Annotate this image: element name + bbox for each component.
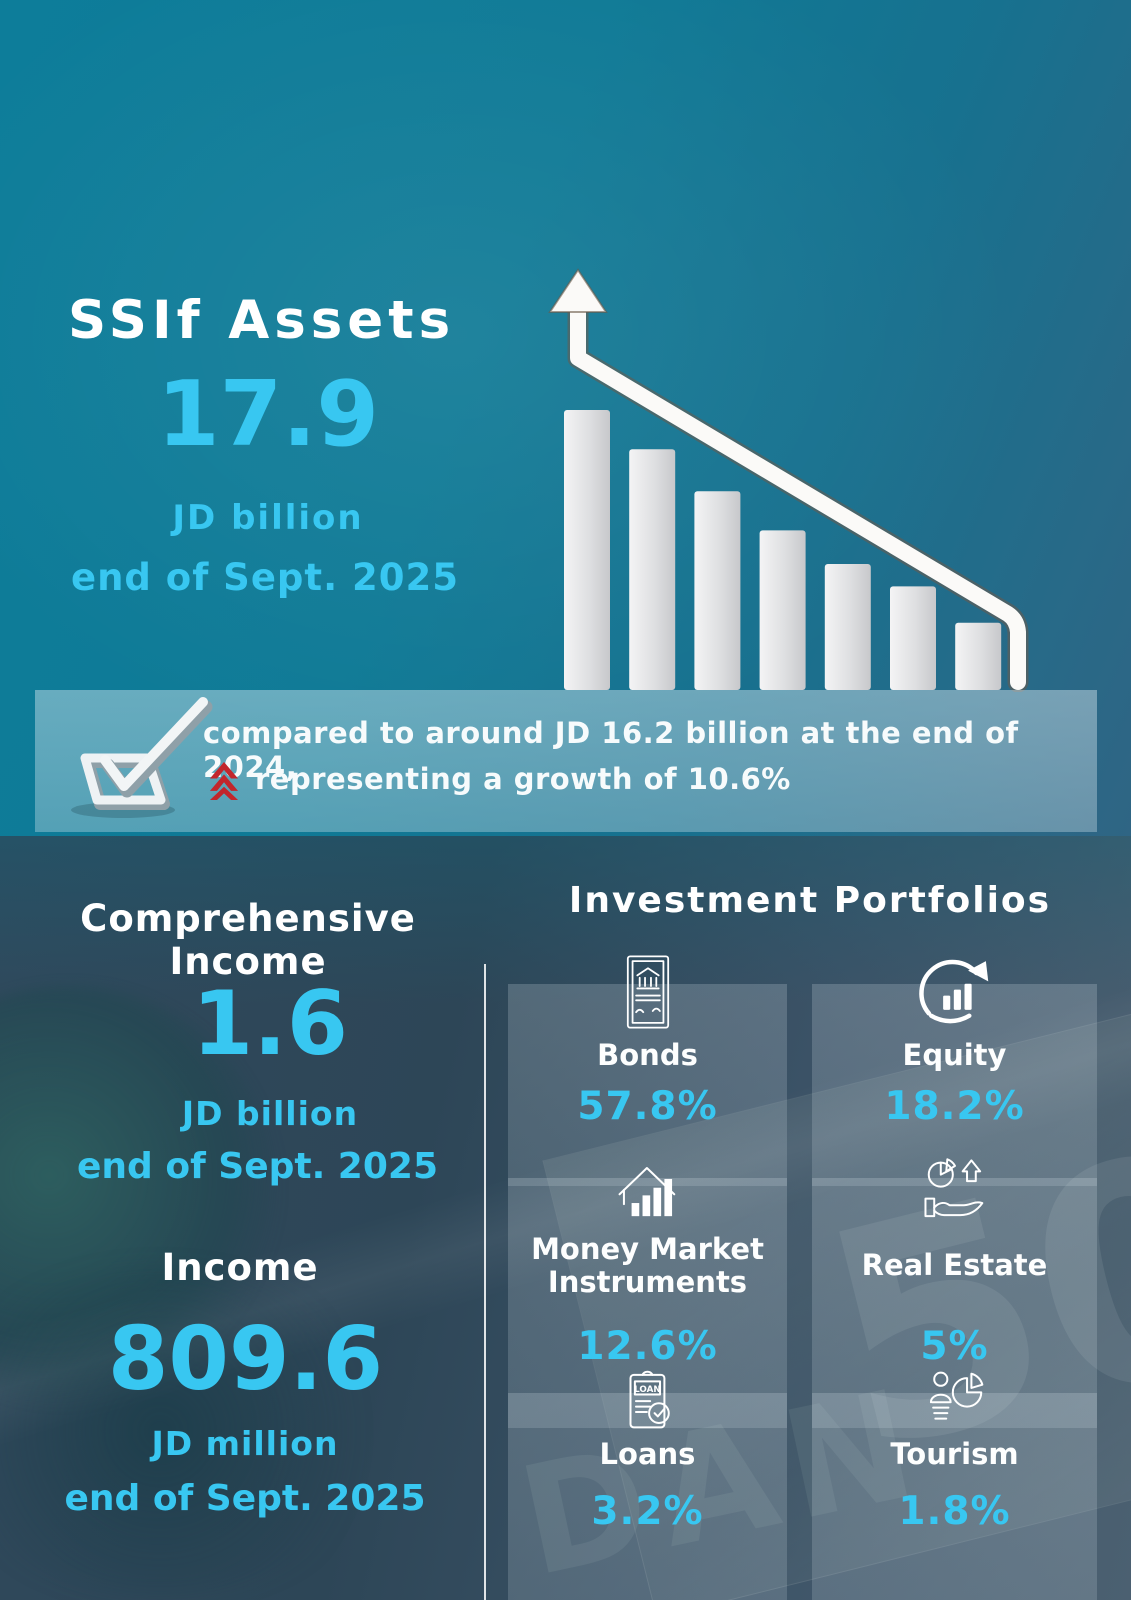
coins-photo-texture-2 <box>0 1266 400 1596</box>
portfolio-label-loans: Loans <box>599 1437 696 1472</box>
comparison-band: compared to around JD 16.2 billion at th… <box>35 690 1097 832</box>
page-title: SSIf Assets <box>68 289 456 351</box>
tourism-person-pie-icon <box>920 1365 990 1435</box>
comprehensive-income-title: Comprehensive Income <box>80 897 416 983</box>
assets-value: 17.9 <box>156 362 380 467</box>
asset-bar-7 <box>955 622 1002 690</box>
svg-text:LOAN: LOAN <box>634 1385 661 1395</box>
portfolio-value-tourism: 1.8% <box>898 1489 1011 1534</box>
equity-growth-chart-icon <box>917 954 988 1030</box>
portfolio-tile-tourism: Tourism 1.8% <box>812 1393 1097 1600</box>
asset-bar-4 <box>759 530 806 690</box>
portfolio-tile-loans: LOAN Loans 3.2% <box>508 1393 787 1600</box>
section-divider <box>484 964 486 1600</box>
portfolio-value-real-estate: 5% <box>920 1324 989 1369</box>
portfolio-tile-equity: Equity 18.2% <box>812 984 1097 1186</box>
portfolio-label-tourism: Tourism <box>890 1437 1019 1472</box>
loan-document-check-icon: LOAN <box>613 1365 683 1435</box>
comprehensive-income-unit: JD billion <box>181 1094 359 1133</box>
income-title: Income <box>161 1246 319 1289</box>
trend-arrow-icon <box>548 268 1029 692</box>
portfolio-label-real-estate: Real Estate <box>861 1248 1048 1283</box>
income-unit: JD million <box>151 1424 339 1463</box>
money-market-house-chart-icon <box>613 1156 683 1217</box>
portfolio-value-money-market: 12.6% <box>577 1324 718 1369</box>
comparison-text-line2: representing a growth of 10.6% <box>255 762 791 796</box>
assets-bars <box>564 410 1002 690</box>
double-chevron-up-icon <box>209 762 239 800</box>
asset-bar-2 <box>629 449 676 690</box>
income-value: 809.6 <box>107 1308 384 1410</box>
portfolios-title: Investment Portfolios <box>568 880 1052 921</box>
portfolio-value-equity: 18.2% <box>884 1084 1025 1129</box>
real-estate-hand-pie-icon <box>920 1156 990 1226</box>
asset-bar-5 <box>824 564 871 690</box>
asset-bar-6 <box>890 586 936 690</box>
assets-unit: JD billion <box>172 498 364 538</box>
comprehensive-income-value: 1.6 <box>192 972 348 1075</box>
comprehensive-income-period: end of Sept. 2025 <box>76 1146 438 1187</box>
portfolio-tile-bonds: Bonds 57.8% <box>508 984 787 1186</box>
assets-period: end of Sept. 2025 <box>70 556 460 599</box>
comparison-line2-row: representing a growth of 10.6% <box>207 758 791 800</box>
income-period: end of Sept. 2025 <box>64 1478 426 1519</box>
assets-bar-chart <box>548 268 1029 692</box>
portfolio-label-equity: Equity <box>902 1038 1007 1073</box>
portfolio-label-money-market: Money Market Instruments <box>531 1231 764 1299</box>
asset-bar-3 <box>694 491 741 690</box>
portfolio-label-bonds: Bonds <box>597 1038 698 1073</box>
comparison-text-line1: compared to around JD 16.2 billion at th… <box>203 716 1019 784</box>
portfolio-value-loans: 3.2% <box>591 1489 704 1534</box>
asset-bar-1 <box>564 410 610 690</box>
portfolio-tile-money-market: Money Market Instruments 12.6% <box>508 1178 787 1428</box>
bond-certificate-icon <box>610 954 686 1030</box>
checkbox-3d-icon <box>71 697 213 818</box>
portfolio-value-bonds: 57.8% <box>577 1084 718 1129</box>
